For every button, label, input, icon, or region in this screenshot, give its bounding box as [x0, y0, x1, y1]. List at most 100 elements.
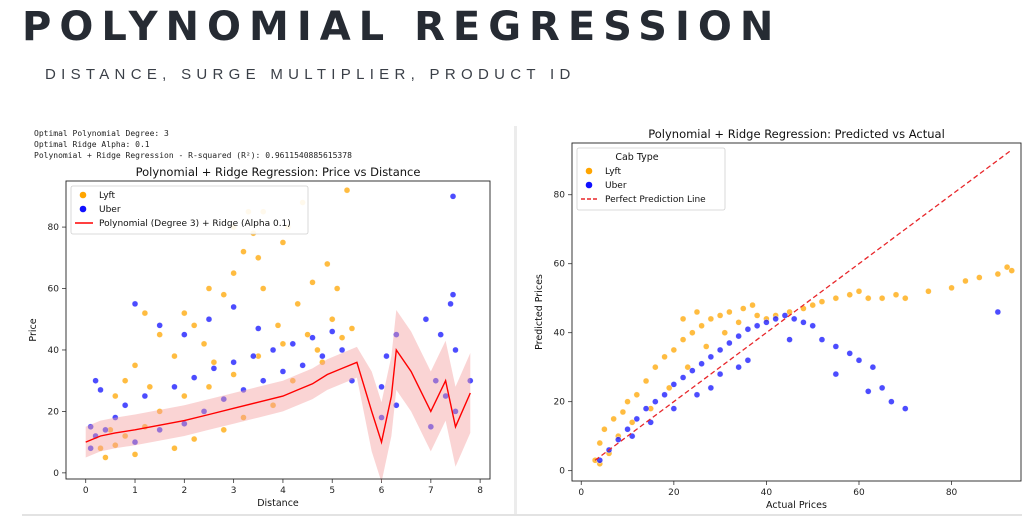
- uber-point: [661, 391, 668, 398]
- uber-point: [220, 395, 227, 403]
- lyft-point: [131, 451, 139, 458]
- uber-point: [121, 402, 129, 409]
- uber-point: [888, 398, 895, 405]
- lyft-point: [902, 295, 909, 302]
- uber-point: [102, 426, 109, 434]
- uber-point: [250, 352, 257, 360]
- y-tick-label: 20: [554, 398, 566, 408]
- lyft-point: [190, 435, 198, 443]
- lyft-point: [619, 408, 627, 416]
- uber-point: [763, 319, 770, 326]
- uber-point: [832, 370, 840, 378]
- uber-point: [818, 336, 826, 343]
- console-output: Optimal Polynomial Degree: 3 Optimal Rid…: [34, 128, 352, 161]
- legend-uber-marker: [79, 205, 87, 213]
- lyft-point: [878, 295, 886, 302]
- uber-point: [735, 363, 742, 371]
- y-tick-label: 20: [48, 407, 60, 417]
- y-tick-label: 40: [554, 329, 566, 339]
- uber-point: [615, 436, 622, 443]
- predicted-vs-actual-panel: Polynomial + Ridge Regression: Predicted…: [522, 126, 1028, 514]
- lyft-point: [230, 371, 237, 378]
- lyft-point: [171, 352, 178, 360]
- x-tick-label: 20: [668, 488, 680, 498]
- lyft-point: [855, 288, 863, 295]
- page-subtitle: DISTANCE, SURGE MULTIPLIER, PRODUCT ID: [45, 66, 576, 83]
- x-tick-label: 40: [761, 488, 773, 498]
- lyft-point: [121, 377, 129, 384]
- uber-point: [452, 346, 459, 354]
- uber-point: [190, 374, 198, 381]
- lyft-point: [865, 295, 872, 302]
- lyft-point: [112, 442, 119, 449]
- uber-point: [87, 445, 94, 452]
- uber-point: [269, 346, 277, 354]
- uber-point: [427, 423, 435, 430]
- uber-point: [467, 377, 474, 384]
- lyft-point: [343, 187, 351, 194]
- lyft-point: [1008, 267, 1015, 274]
- legend: Cab Type Lyft Uber Perfect Prediction Line: [576, 147, 726, 211]
- uber-point: [200, 408, 208, 415]
- bottom-divider: [22, 514, 1022, 516]
- console-line-r-squared: Polynomial + Ridge Regression - R-square…: [34, 151, 352, 160]
- legend-box: [576, 147, 726, 211]
- uber-point: [994, 308, 1002, 316]
- lyft-point: [255, 254, 262, 262]
- x-tick-label: 5: [329, 486, 335, 496]
- uber-point: [289, 340, 296, 348]
- lyft-point: [240, 414, 247, 421]
- lyft-point: [633, 391, 641, 398]
- uber-point: [255, 325, 262, 332]
- price-vs-distance-panel: Optimal Polynomial Degree: 3 Optimal Rid…: [22, 126, 517, 514]
- uber-point: [670, 405, 678, 412]
- lyft-point: [269, 402, 277, 409]
- lyft-point: [962, 277, 969, 285]
- lyft-point: [716, 312, 724, 319]
- lyft-point: [205, 383, 213, 391]
- lyft-point: [156, 331, 163, 338]
- lyft-point: [205, 285, 213, 292]
- lyft-point: [190, 322, 198, 329]
- lyft-point: [324, 260, 331, 268]
- uber-point: [240, 386, 247, 394]
- lyft-point: [628, 419, 636, 426]
- x-tick-label: 6: [379, 486, 385, 496]
- x-tick-label: 2: [181, 486, 187, 496]
- uber-point: [210, 365, 218, 372]
- fit-confidence-band: [85, 310, 471, 483]
- legend-lyft-marker: [79, 191, 87, 199]
- lyft-point: [121, 432, 129, 440]
- uber-point: [679, 374, 687, 381]
- uber-point: [628, 432, 636, 440]
- uber-point: [112, 414, 119, 421]
- uber-point: [131, 300, 139, 308]
- lyft-point: [661, 353, 668, 361]
- legend-title: Cab Type: [615, 152, 658, 163]
- lyft-point: [925, 288, 932, 295]
- uber-point: [449, 193, 457, 200]
- uber-point: [230, 303, 237, 311]
- uber-point: [744, 326, 752, 333]
- uber-point: [707, 353, 715, 361]
- uber-point: [393, 331, 400, 338]
- lyft-point: [220, 291, 227, 298]
- uber-point: [309, 334, 316, 341]
- lyft-point: [642, 377, 650, 385]
- lyft-point: [102, 454, 109, 461]
- legend-box: [70, 185, 309, 235]
- lyft-point: [289, 377, 296, 384]
- legend-lyft-marker: [585, 167, 593, 175]
- uber-point: [156, 322, 163, 329]
- lyft-point: [348, 325, 356, 332]
- lyft-point: [809, 301, 816, 309]
- lyft-point: [260, 285, 267, 292]
- uber-point: [378, 383, 385, 391]
- lyft-point: [679, 336, 687, 343]
- lyft-point: [230, 269, 237, 277]
- uber-point: [329, 328, 336, 335]
- lyft-point: [846, 291, 853, 298]
- y-tick-label: 0: [559, 467, 565, 477]
- uber-point: [652, 398, 659, 405]
- uber-point: [447, 300, 454, 308]
